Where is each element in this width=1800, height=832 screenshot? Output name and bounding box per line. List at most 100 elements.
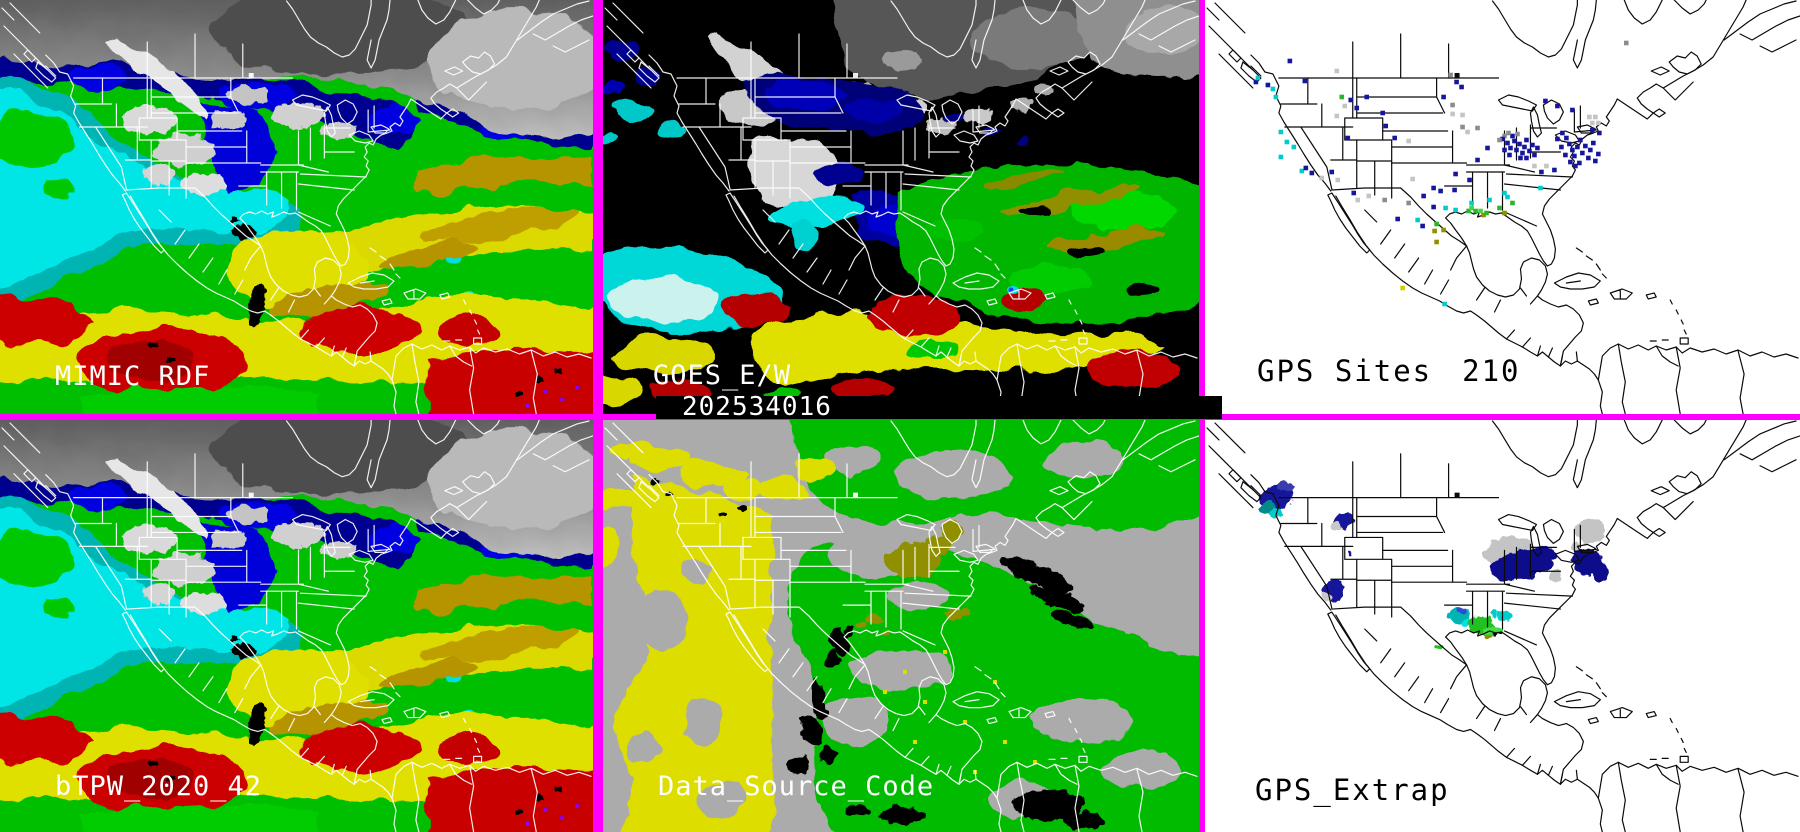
- gps-extrap-blob: [1499, 611, 1512, 621]
- gps-site-dot: [1535, 145, 1540, 151]
- gps-site-dot: [1505, 194, 1510, 200]
- gps-site-dot: [1431, 204, 1436, 210]
- gps-extrap-blob: [1331, 521, 1344, 531]
- gps-site-dot: [1481, 212, 1486, 218]
- gps-site-dot: [1478, 208, 1483, 214]
- gps-extrap-blob: [1490, 634, 1497, 638]
- gps-site-dot: [1299, 168, 1305, 174]
- gps-site-dot: [1334, 68, 1340, 74]
- gps-site-dot: [1583, 143, 1588, 149]
- gps-site-dot: [1502, 210, 1507, 216]
- gps-site-dot: [1512, 138, 1517, 144]
- gps-site-dot: [1354, 105, 1360, 111]
- gps-extrap-map: [1205, 420, 1800, 832]
- gps-extrap-blob: [1268, 509, 1281, 517]
- gps-site-dot: [1406, 138, 1411, 144]
- gps-site-dot: [1383, 123, 1388, 129]
- gps-extrap-blob: [1458, 607, 1467, 613]
- gps-site-dot: [1593, 158, 1598, 164]
- gps-site-dot: [1593, 114, 1598, 120]
- gps-site-dot: [1395, 216, 1400, 222]
- gps-extrap-blob: [1348, 550, 1354, 556]
- gps-site-dot: [1552, 167, 1557, 173]
- gps-extrap-blob: [1481, 634, 1490, 638]
- gps-sites-count: 210: [1462, 354, 1521, 388]
- gps-site-dot: [1596, 120, 1601, 126]
- gps-site-dot: [1475, 125, 1480, 131]
- gps-site-dot: [1473, 208, 1478, 214]
- gps-site-dot: [1522, 144, 1527, 150]
- gps-site-dot: [1450, 111, 1455, 117]
- panel-data-source-code: Data_Source_Code: [603, 420, 1199, 832]
- gps-site-dot: [1380, 110, 1385, 116]
- gps-site-dot: [1555, 136, 1560, 142]
- panel-mimic-rdf: MIMIC RDF: [0, 0, 593, 414]
- gps-site-dot: [1441, 227, 1446, 233]
- gps-site-dot: [1514, 147, 1519, 153]
- data-source-raster-image: [603, 420, 1199, 832]
- gps-site-dot: [1502, 190, 1507, 196]
- gps-site-dot: [1597, 130, 1602, 136]
- gps-site-dot: [1555, 103, 1560, 109]
- gps-site-dot: [1502, 133, 1507, 139]
- gps-site-dot: [1278, 154, 1284, 160]
- gps-site-dot: [1484, 210, 1489, 216]
- gps-site-dot: [1567, 141, 1572, 147]
- gps-site-dot: [1432, 228, 1437, 234]
- panel-gps-sites: GPS Sites 210: [1205, 0, 1800, 414]
- gps-site-dot: [1591, 140, 1596, 146]
- gps-site-dot: [1265, 82, 1271, 88]
- goes-raster-image: [603, 0, 1199, 414]
- gps-site-dot: [1255, 75, 1261, 81]
- gps-site-dot: [1443, 205, 1448, 211]
- gps-site-dot: [1524, 155, 1529, 161]
- timestamp-text: 202534016: [682, 392, 832, 422]
- gps-site-dot: [1366, 193, 1372, 199]
- gps-site-dot: [1575, 144, 1580, 150]
- gps-site-dot: [1335, 177, 1341, 183]
- gps-site-dot: [1351, 190, 1357, 196]
- gps-site-dot: [1302, 78, 1308, 84]
- gps-site-dot: [1570, 107, 1575, 113]
- gps-site-dot: [1253, 79, 1259, 85]
- gps-site-dot: [1355, 197, 1361, 203]
- panel-gps-extrap: GPS_Extrap: [1205, 420, 1800, 832]
- mimic-rdf-label: MIMIC RDF: [55, 361, 211, 392]
- gps-site-dot: [1505, 140, 1510, 146]
- gps-site-dot: [1524, 137, 1529, 143]
- gps-site-dot: [1530, 142, 1535, 148]
- gps-extrap-blob: [1434, 645, 1443, 651]
- gps-site-dot: [1270, 86, 1276, 92]
- gps-sites-label-row: GPS Sites 210: [1257, 357, 1521, 386]
- gps-site-dot: [1570, 147, 1575, 153]
- gps-extrap-blob: [1481, 625, 1502, 637]
- gps-site-dot: [1406, 200, 1411, 206]
- gps-site-dot: [1517, 141, 1522, 147]
- gps-site-dot: [1563, 152, 1568, 158]
- gps-site-dot: [1434, 239, 1439, 245]
- gps-site-dot: [1291, 144, 1297, 150]
- gps-site-dot: [1568, 159, 1573, 165]
- gps-site-dot: [1538, 185, 1543, 191]
- gps-site-dot: [1500, 136, 1505, 142]
- gps-site-dot: [1510, 200, 1515, 206]
- gps-extrap-blob: [1277, 481, 1292, 491]
- gps-site-dot: [1587, 114, 1592, 120]
- gps-site-dot: [1510, 133, 1515, 139]
- gps-site-dot: [1400, 285, 1405, 291]
- gps-site-dot: [1278, 129, 1284, 135]
- gps-site-dot: [1448, 72, 1453, 78]
- gps-site-dot: [1590, 120, 1595, 126]
- gps-site-dot: [1453, 171, 1458, 177]
- gps-site-dot: [1334, 113, 1340, 119]
- gps-site-dot: [1465, 129, 1470, 135]
- gps-site-dot: [1527, 148, 1532, 154]
- gps-site-dot: [1329, 169, 1335, 175]
- gps-site-dot: [1573, 163, 1578, 169]
- data-source-code-label: Data_Source_Code: [658, 771, 935, 802]
- gps-site-dot: [1507, 152, 1512, 158]
- gps-site-dot: [1518, 155, 1523, 161]
- gps-site-dot: [1590, 127, 1595, 133]
- gps-site-dot: [1364, 94, 1370, 100]
- gps-site-dot: [1572, 153, 1577, 159]
